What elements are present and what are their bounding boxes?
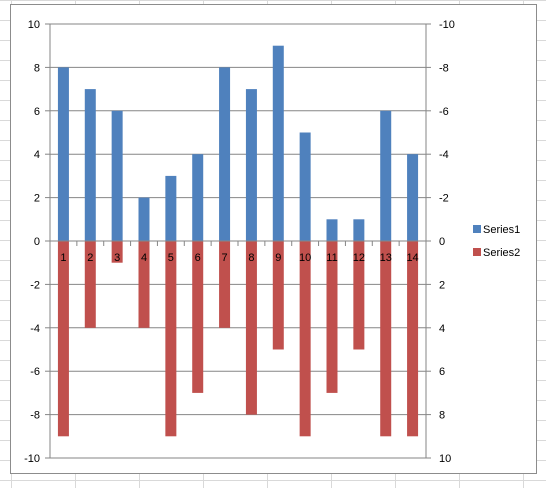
right-y-tick-label: -4 [439, 149, 449, 161]
left-y-axis-ticks: 10 8 6 4 2 0 -2 -4 -6 -8 -10 [24, 19, 40, 465]
right-y-tick-label: -6 [439, 106, 449, 118]
x-tick-label: 3 [114, 252, 120, 264]
legend-swatch-Series2 [473, 248, 481, 256]
x-tick-label: 12 [353, 252, 365, 264]
x-tick-label: 8 [248, 252, 254, 264]
bar-Series2-14 [407, 241, 419, 437]
right-y-tick-label: 2 [439, 279, 445, 291]
x-tick-label: 1 [60, 252, 66, 264]
legend-label: Series1 [483, 224, 520, 236]
right-y-tick-label: -2 [439, 193, 449, 205]
bar-Series2-9 [272, 241, 284, 350]
bar-Series2-7 [219, 241, 231, 328]
x-axis-ticks: 1 2 3 4 5 6 7 8 9 10 11 12 13 14 [60, 252, 418, 264]
x-tick-label: 2 [87, 252, 93, 264]
left-y-tick-label: 4 [34, 149, 40, 161]
left-y-tick-label: -2 [30, 279, 40, 291]
x-tick-label: 9 [275, 252, 281, 264]
left-y-tick-label: 6 [34, 106, 40, 118]
left-y-tick-label: 10 [28, 19, 40, 31]
bars [57, 45, 419, 437]
right-y-tick-label: -8 [439, 62, 449, 74]
bar-Series1-11 [326, 219, 338, 241]
bar-Series1-6 [192, 154, 204, 241]
bar-Series1-13 [380, 110, 392, 241]
bar-Series2-4 [138, 241, 150, 328]
x-tick-label: 5 [168, 252, 174, 264]
bar-Series2-11 [326, 241, 338, 393]
right-y-tick-label: -10 [439, 19, 455, 31]
x-tick-label: 4 [141, 252, 147, 264]
x-tick-label: 14 [406, 252, 418, 264]
axes [45, 23, 431, 459]
x-tick-label: 10 [299, 252, 311, 264]
bar-Series2-1 [57, 241, 69, 437]
left-y-tick-label: -8 [30, 410, 40, 422]
bar-Series1-8 [245, 89, 257, 241]
bar-Series2-5 [165, 241, 177, 437]
right-y-tick-label: 10 [439, 453, 451, 465]
right-y-tick-label: 8 [439, 410, 445, 422]
bar-Series2-10 [299, 241, 311, 437]
legend[interactable]: Series1 Series2 [473, 224, 520, 259]
bar-Series2-8 [245, 241, 257, 415]
bar-Series1-3 [111, 110, 123, 241]
right-y-tick-label: 0 [439, 236, 445, 248]
x-tick-label: 11 [326, 252, 337, 264]
right-y-axis-ticks: -10 -8 -6 -4 -2 0 2 4 6 8 10 [439, 19, 455, 465]
bar-Series1-14 [407, 154, 419, 241]
bar-Series1-4 [138, 197, 150, 241]
bar-Series2-12 [353, 241, 365, 350]
legend-label: Series2 [483, 247, 520, 259]
x-tick-label: 6 [195, 252, 201, 264]
left-y-tick-label: -6 [30, 366, 40, 378]
bar-Series1-7 [219, 67, 231, 242]
right-y-tick-label: 4 [439, 323, 445, 335]
left-y-tick-label: -4 [30, 323, 40, 335]
bar-Series2-2 [84, 241, 96, 328]
right-y-tick-label: 6 [439, 366, 445, 378]
bar-Series1-12 [353, 219, 365, 241]
legend-swatch-Series1 [473, 225, 481, 233]
bar-Series1-5 [165, 175, 177, 241]
bar-Series1-9 [272, 45, 284, 242]
left-y-tick-label: 8 [34, 62, 40, 74]
left-y-tick-label: 2 [34, 193, 40, 205]
bar-Series2-13 [380, 241, 392, 437]
bar-Series1-10 [299, 132, 311, 241]
bar-Series1-2 [84, 89, 96, 241]
x-tick-label: 7 [222, 252, 228, 264]
bar-Series1-1 [57, 67, 69, 242]
left-y-tick-label: 0 [34, 236, 40, 248]
bar-Series2-6 [192, 241, 204, 393]
x-tick-label: 13 [380, 252, 392, 264]
bar-Series2-3 [111, 241, 123, 263]
left-y-tick-label: -10 [24, 453, 40, 465]
